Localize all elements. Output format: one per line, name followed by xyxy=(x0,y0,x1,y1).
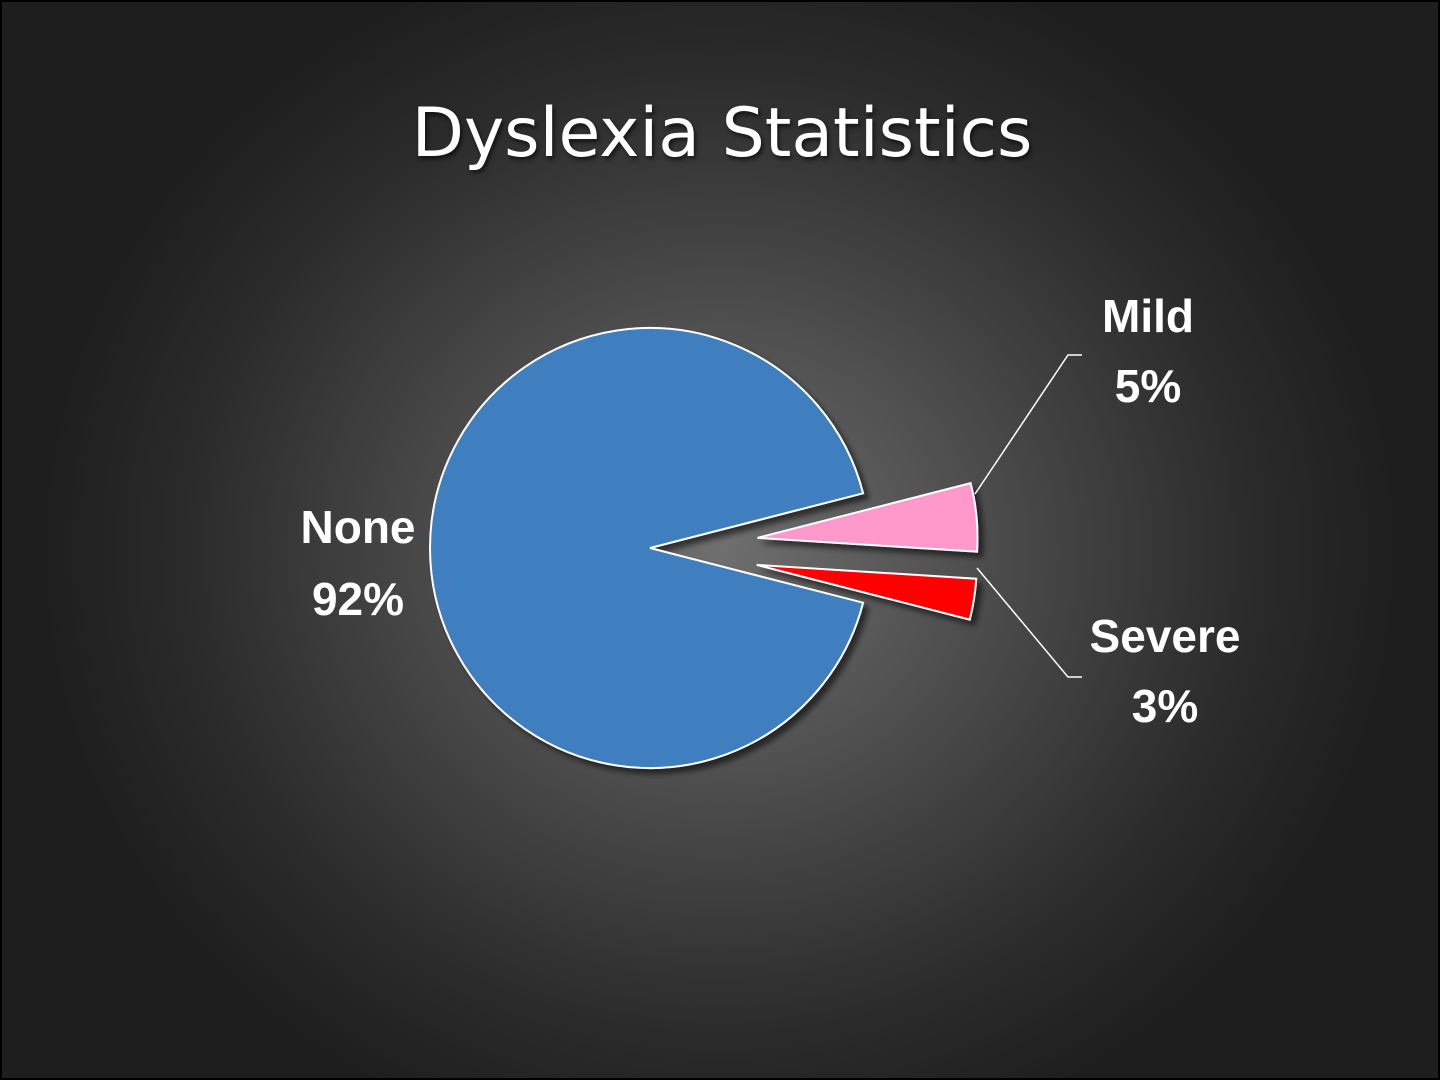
slice-none xyxy=(429,327,865,769)
label-none-value: 92% xyxy=(312,573,404,625)
pie-slices xyxy=(429,327,979,769)
leader-line-mild xyxy=(974,354,1082,495)
label-mild-name: Mild xyxy=(1102,290,1194,342)
leader-lines xyxy=(974,354,1082,678)
label-none-name: None xyxy=(301,501,416,553)
leader-line-severe xyxy=(976,567,1082,678)
label-severe-value: 3% xyxy=(1132,680,1198,732)
label-severe-name: Severe xyxy=(1090,610,1241,662)
slice-severe xyxy=(756,563,978,621)
label-mild-value: 5% xyxy=(1115,360,1181,412)
slice-mild xyxy=(757,481,979,553)
slice-labels: None 92% Mild 5% Severe 3% xyxy=(301,290,1241,732)
chart-title: Dyslexia Statistics xyxy=(411,94,1033,173)
